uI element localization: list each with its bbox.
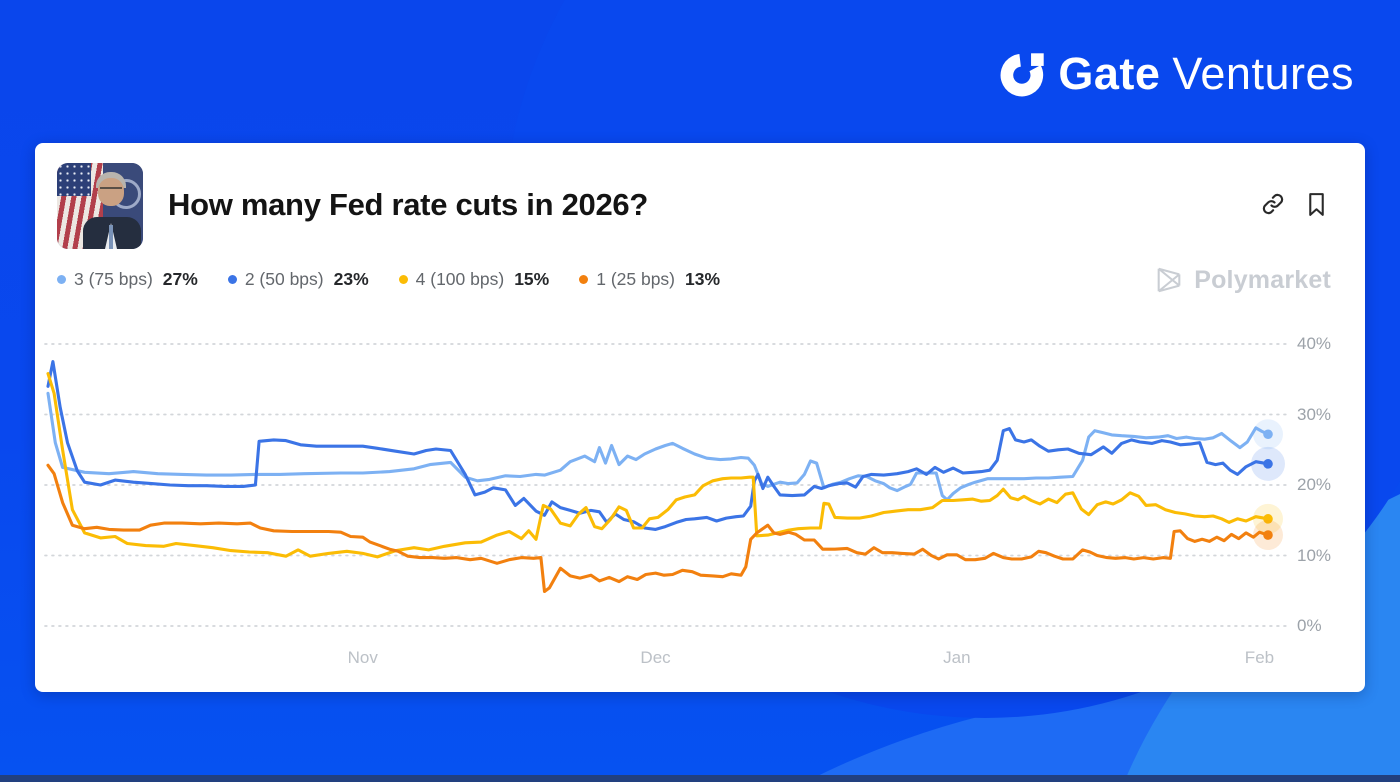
y-axis-label: 0% <box>1297 616 1322 635</box>
legend-value: 23% <box>333 269 369 289</box>
legend-label: 4 (100 bps) <box>415 269 505 289</box>
powell-face <box>98 178 124 206</box>
series-end-dot <box>1263 429 1273 440</box>
market-thumbnail <box>57 163 143 249</box>
legend-item[interactable]: 3 (75 bps) 27% <box>57 269 198 290</box>
legend-dot <box>57 275 66 284</box>
polymarket-logo-icon <box>1157 267 1181 293</box>
price-chart[interactable]: 40% 30% 20% 10% 0% Nov Dec Jan Feb <box>35 323 1365 683</box>
gate-logo-icon <box>1000 53 1045 97</box>
series-end-dot <box>1263 530 1273 540</box>
link-icon[interactable] <box>1260 191 1286 217</box>
powell-glasses <box>100 187 122 193</box>
x-axis-label: Feb <box>1244 648 1275 667</box>
market-card: How many Fed rate cuts in 2026? 3 (75 bp… <box>35 143 1365 692</box>
legend-label: 1 (25 bps) <box>596 269 676 289</box>
y-axis-label: 40% <box>1297 334 1332 353</box>
brand-name-light: Ventures <box>1172 48 1354 99</box>
bottom-edge-bar <box>0 775 1400 782</box>
legend-value: 13% <box>685 269 721 289</box>
polymarket-watermark: Polymarket <box>1154 265 1331 295</box>
series-end-dot <box>1263 514 1273 524</box>
y-axis-label: 30% <box>1297 404 1332 424</box>
brand-name-bold: Gate <box>1058 48 1161 99</box>
x-axis-label: Nov <box>347 648 378 667</box>
legend-dot <box>579 275 589 284</box>
legend-label: 2 (50 bps) <box>244 269 324 289</box>
bookmark-icon[interactable] <box>1304 191 1329 218</box>
legend-value: 15% <box>514 269 550 289</box>
legend-item[interactable]: 2 (50 bps) 23% <box>227 269 369 290</box>
y-axis-label: 20% <box>1297 475 1332 494</box>
series-line <box>46 372 1270 559</box>
legend-item[interactable]: 4 (100 bps) 15% <box>398 269 550 290</box>
legend-dot <box>398 275 408 284</box>
legend-label: 3 (75 bps) <box>74 269 153 289</box>
gate-ventures-logo: Gate Ventures <box>1000 48 1354 100</box>
chart-canvas[interactable] <box>35 323 1365 663</box>
legend-item[interactable]: 1 (25 bps) 13% <box>579 269 720 290</box>
y-axis-label: 10% <box>1297 545 1332 565</box>
x-axis-label: Jan <box>943 648 971 667</box>
us-flag-canton <box>57 163 92 196</box>
series-end-dot <box>1263 459 1273 469</box>
series-line <box>46 391 1270 502</box>
series-line <box>46 463 1270 594</box>
legend-dot <box>227 275 237 284</box>
series-line <box>46 360 1270 531</box>
x-axis-label: Dec <box>640 648 671 667</box>
chart-legend: 3 (75 bps) 27% 2 (50 bps) 23% 4 (100 bps) 15%… <box>57 269 720 290</box>
market-title: How many Fed rate cuts in 2026? <box>168 187 648 222</box>
polymarket-watermark-label: Polymarket <box>1194 265 1331 294</box>
legend-value: 27% <box>162 269 198 289</box>
powell-tie <box>109 225 113 249</box>
